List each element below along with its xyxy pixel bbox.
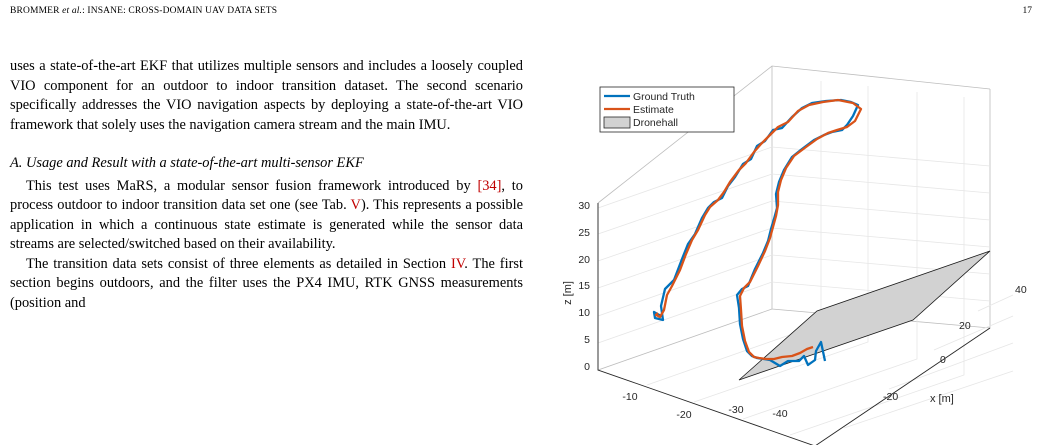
legend-swatch-dronehall xyxy=(603,116,631,129)
trajectory-3d-plot: 0 5 10 15 20 25 30 z [m] -10 -20 -30 -40… xyxy=(562,65,1027,445)
header-et-al: et al. xyxy=(62,6,83,16)
running-header: BROMMER et al.: INSANE: CROSS-DOMAIN UAV… xyxy=(10,6,277,16)
text-column: uses a state-of-the-art EKF that utilize… xyxy=(10,57,523,313)
y-tick-label: -30 xyxy=(728,404,743,416)
y-tick-label: -10 xyxy=(622,391,637,403)
y-tick-label: -40 xyxy=(772,408,787,420)
x-tick-label: -20 xyxy=(883,391,898,403)
y-axis-ticks: -10 -20 -30 -40 xyxy=(622,391,787,421)
paragraph-2-text-c: ). This represents a possible applicatio… xyxy=(10,197,523,252)
section-reference-link[interactable]: IV xyxy=(450,255,465,272)
grid-lines xyxy=(597,81,1014,436)
y-tick-label: -20 xyxy=(676,409,691,421)
z-axis-label: z [m] xyxy=(562,281,574,305)
paragraph-3-text-a: The transition data sets consist of thre… xyxy=(26,255,451,272)
dronehall-patch xyxy=(738,250,991,381)
header-authors: BROMMER xyxy=(10,6,60,16)
x-tick-label: 20 xyxy=(959,320,971,332)
z-tick-label: 10 xyxy=(578,307,590,319)
x-axis-ticks: -20 0 20 40 xyxy=(883,284,1027,403)
paragraph-3: The transition data sets consist of thre… xyxy=(10,255,523,314)
legend-label: Dronehall xyxy=(633,117,678,129)
axes-outline xyxy=(597,203,991,445)
z-tick-label: 30 xyxy=(578,200,590,212)
paragraph-2-text-b: , to process outdoor to indoor transitio… xyxy=(10,177,523,214)
z-tick-label: 5 xyxy=(584,334,590,346)
legend: Ground Truth Estimate Dronehall xyxy=(599,86,735,133)
z-tick-label: 25 xyxy=(578,227,590,239)
legend-label: Ground Truth xyxy=(633,91,695,103)
legend-label: Estimate xyxy=(633,104,674,116)
trajectory-figure: 0 5 10 15 20 25 30 z [m] -10 -20 -30 -40… xyxy=(530,60,1042,445)
paragraph-2: This test uses MaRS, a modular sensor fu… xyxy=(10,177,523,255)
citation-link[interactable]: [34] xyxy=(477,177,502,194)
x-axis-label: x [m] xyxy=(930,393,954,405)
paragraph-3-text-b: . The first section begins outdoors, and… xyxy=(10,255,523,311)
section-heading: A. Usage and Result with a state-of-the-… xyxy=(10,155,364,171)
z-tick-label: 20 xyxy=(578,254,590,266)
paragraph-2-text-a: This test uses MaRS, a modular sensor fu… xyxy=(26,177,478,194)
z-tick-label: 15 xyxy=(578,280,590,292)
x-tick-label: 40 xyxy=(1015,284,1027,296)
estimate-trajectory xyxy=(654,98,863,361)
z-axis-ticks: 0 5 10 15 20 25 30 xyxy=(578,200,590,373)
paragraph-1: uses a state-of-the-art EKF that utilize… xyxy=(10,58,523,133)
header-title: : INSANE: CROSS-DOMAIN UAV DATA SETS xyxy=(82,6,278,16)
z-tick-label: 0 xyxy=(584,361,590,373)
page-number: 17 xyxy=(1022,6,1033,16)
table-reference-link[interactable]: V xyxy=(350,197,361,213)
x-tick-label: 0 xyxy=(940,354,946,366)
